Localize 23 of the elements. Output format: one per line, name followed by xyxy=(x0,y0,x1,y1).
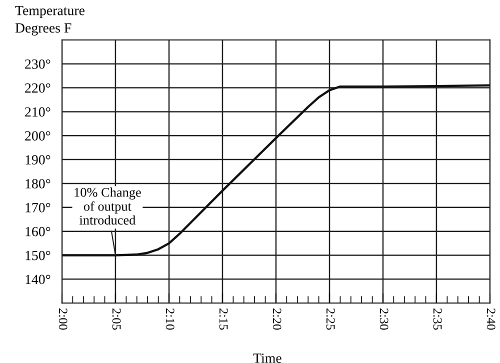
x-tick-label: 2:25 xyxy=(326,308,335,330)
x-axis-title: Time xyxy=(253,354,282,363)
y-tick-label: 170° xyxy=(26,202,50,212)
y-tick-label: 200° xyxy=(25,131,50,141)
x-tick-label: 2:40 xyxy=(486,308,496,330)
annotation: 10% Change of output introduced xyxy=(74,188,141,225)
x-tick-label: 2:30 xyxy=(380,308,388,330)
y-tick-label: 140° xyxy=(26,274,50,284)
y-tick-label: 220° xyxy=(25,83,50,93)
line-series xyxy=(62,84,490,256)
x-tick-label: 2:05 xyxy=(112,308,121,330)
x-tick-label: 2:00 xyxy=(58,308,68,330)
y-tick-label: 210° xyxy=(25,107,50,117)
y-tick-label: 160° xyxy=(26,226,50,236)
x-tick-label: 2:20 xyxy=(272,308,282,330)
x-tick-label: 2:15 xyxy=(219,308,228,330)
x-tick-label: 2:10 xyxy=(166,308,174,330)
y-tick-label: 230° xyxy=(25,59,50,69)
y-tick-label: 150° xyxy=(26,250,50,260)
y-axis-title: Temperature Degrees F xyxy=(15,6,84,36)
y-tick-label: 190° xyxy=(26,155,50,165)
y-tick-label: 180° xyxy=(26,179,50,188)
x-tick-label: 2:35 xyxy=(433,308,442,330)
